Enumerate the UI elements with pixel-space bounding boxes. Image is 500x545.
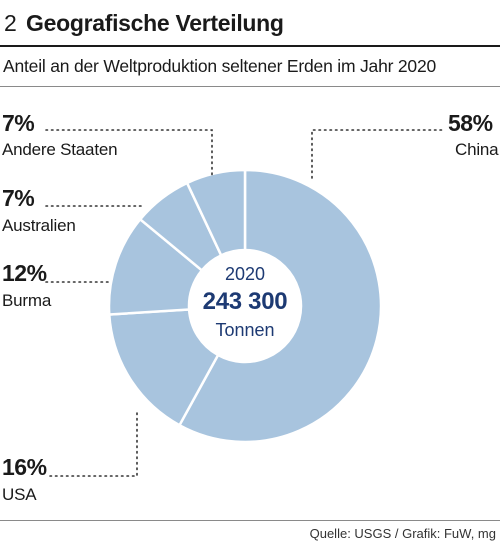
source-note: Quelle: USGS / Grafik: FuW, mg — [309, 526, 496, 541]
slice-pct-usa: 16% — [2, 454, 47, 480]
slice-china — [177, 168, 383, 444]
center-total: 243 300 — [202, 288, 288, 315]
leader-china — [311, 129, 443, 179]
slice-pct-australien: 7% — [2, 185, 35, 211]
slice-usa — [107, 308, 220, 427]
slice-andere-staaten — [185, 168, 247, 257]
slice-pct-burma: 12% — [2, 260, 47, 286]
slice-label-australien: Australien — [2, 216, 76, 235]
figure-title: Geografische Verteilung — [26, 10, 284, 36]
subtitle-rule — [0, 86, 500, 87]
slice-label-china: China — [455, 140, 499, 159]
slice-label-burma: Burma — [2, 291, 52, 310]
chart-subtitle: Anteil an der Weltproduktion seltener Er… — [3, 56, 437, 76]
slice-label-usa: USA — [2, 485, 37, 504]
slice-pct-andere-staaten: 7% — [2, 110, 35, 136]
slice-label-andere-staaten: Andere Staaten — [2, 140, 118, 159]
header-rule — [0, 45, 500, 47]
figure-header: 2 Geografische Verteilung — [0, 0, 500, 46]
figure-number: 2 — [4, 10, 17, 36]
center-year: 2020 — [224, 264, 266, 284]
slice-pct-china: 58% — [448, 110, 493, 136]
leader-andere-staaten — [45, 129, 213, 177]
leader-usa — [49, 409, 138, 477]
center-unit: Tonnen — [215, 320, 275, 340]
footer-rule — [0, 520, 500, 521]
